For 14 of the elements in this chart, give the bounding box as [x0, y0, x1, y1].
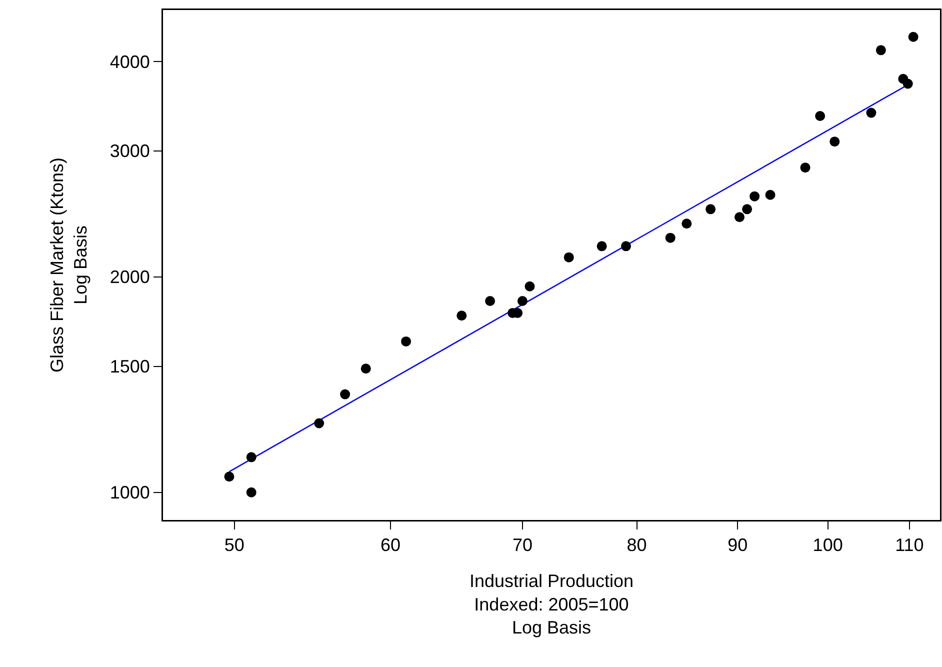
x-tick-label: 90 [728, 535, 748, 556]
x-axis-title: Industrial Production Indexed: 2005=100 Log Basis [469, 570, 634, 638]
y-tick-label: 3000 [110, 141, 150, 162]
y-tick-label: 2000 [110, 267, 150, 288]
x-tick-label: 80 [626, 535, 647, 556]
y-axis-title: Glass Fiber Market (Ktons) Log Basis [46, 157, 90, 373]
x-tick-label: 100 [812, 535, 843, 556]
x-tick-label: 50 [224, 535, 244, 556]
y-tick-label: 4000 [110, 52, 150, 72]
x-tick-label: 60 [380, 535, 400, 556]
x-tick-label: 110 [895, 535, 924, 556]
y-tick-label: 1000 [110, 482, 150, 503]
y-tick-label: 1500 [110, 356, 150, 377]
x-tick-label: 70 [512, 535, 532, 556]
